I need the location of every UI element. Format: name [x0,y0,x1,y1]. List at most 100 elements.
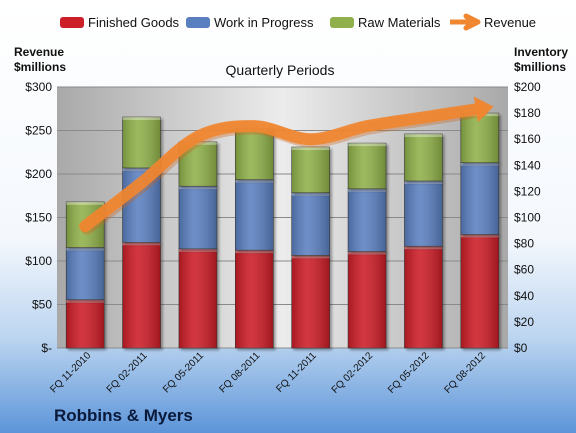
bar-shade [291,255,330,348]
revenue-line-path [79,102,486,233]
bar-shade [122,242,161,348]
right-tick-label: $200 [514,80,541,94]
bar-segment-finished-goods [347,251,387,349]
bar-highlight [122,242,161,246]
bar-highlight [460,234,499,238]
right-tick-label: $100 [514,211,541,225]
bar-segment-work-in-progress [347,188,387,252]
bar-shade [404,133,443,181]
bar-shade [348,143,387,189]
bar-segment-finished-goods [65,299,105,349]
bar-highlight [291,147,330,151]
bar-segment-work-in-progress [460,162,500,235]
bar-segment-work-in-progress [404,180,443,247]
bar-highlight [235,250,274,254]
bar-highlight [460,162,499,166]
right-tick-label: $60 [514,263,534,277]
bar-segment-finished-goods [122,241,161,349]
bar-segment-raw-materials [235,128,274,180]
right-tick-label: $180 [514,106,541,120]
bar-segment-raw-materials [291,146,330,194]
bar-shade [291,192,330,256]
bar-shade [460,162,499,235]
bar-shade [122,117,161,168]
legend-swatch-work-in-progress [186,17,210,28]
bar-segment-finished-goods [460,234,500,349]
revenue-line [79,96,494,235]
right-tick-label: $160 [514,132,541,146]
bar-highlight [66,201,105,205]
legend-swatch-raw-materials [330,17,354,28]
bar-highlight [404,180,443,184]
bar-segment-raw-materials [404,133,443,182]
bar-shade [178,186,217,249]
revenue-arrowhead [473,96,494,123]
bar-shade [235,179,274,251]
left-tick-label: $50 [32,298,52,312]
bar-segment-finished-goods [404,245,443,349]
left-tick-label: $150 [25,211,52,225]
bar-highlight [122,167,161,171]
bar-highlight [348,188,387,192]
bar-shade [66,247,105,300]
left-tick-label: $100 [25,254,52,268]
left-axis-ticks: $- $50 $100 $150 $200 $250 $300 [25,80,52,355]
bar-segment-finished-goods [235,249,274,349]
bar-shade [348,251,387,348]
bar-segment-finished-goods [178,248,218,349]
bar-segment-work-in-progress [291,192,330,256]
bar-segment-work-in-progress [178,185,218,250]
left-tick-label: $250 [25,124,52,138]
bar-shade [291,147,330,193]
left-tick-label: $- [41,341,52,355]
bar-highlight [235,179,274,183]
legend-label-finished-goods: Finished Goods [88,15,180,30]
bar-highlight [66,247,105,251]
bar-shade [178,248,217,348]
bar-segment-work-in-progress [235,179,274,251]
bar-segment-raw-materials [460,112,500,163]
bar-highlight [404,246,443,250]
legend-swatch-finished-goods [60,17,84,28]
bar-highlight [348,251,387,255]
bar-shade [235,250,274,348]
bar-shade [66,299,105,348]
bar-segment-raw-materials [347,142,387,190]
bar-shade [348,188,387,252]
chart-subtitle: Quarterly Periods [226,62,335,78]
right-tick-label: $80 [514,237,534,251]
bar-highlight [291,255,330,259]
legend-label-raw-materials: Raw Materials [358,15,441,30]
bar-highlight [66,299,105,303]
left-tick-label: $200 [25,167,52,181]
left-axis-title-line1: Revenue [14,45,64,59]
right-tick-label: $40 [514,289,534,303]
legend-label-work-in-progress: Work in Progress [214,15,314,30]
bar-segment-work-in-progress [65,247,105,301]
bar-highlight [178,248,217,252]
right-tick-label: $140 [514,158,541,172]
bar-shade [460,113,499,163]
right-axis-ticks: $0 $20 $40 $60 $80 $100 $120 $140 $160 $180 $200 [514,80,541,355]
bar-shade [404,246,443,348]
legend-label-revenue: Revenue [484,15,536,30]
bar-highlight [348,143,387,147]
bar-highlight [122,117,161,121]
legend: Finished Goods Work in Progress Raw Mate… [60,13,536,31]
bar-segment-raw-materials [122,116,161,169]
left-tick-label: $300 [25,80,52,94]
bar-highlight [291,192,330,196]
left-axis-title-line2: $millions [14,60,66,74]
right-axis-title-line1: Inventory [514,45,568,59]
bar-highlight [404,133,443,137]
bar-highlight [178,186,217,190]
bar-shade [404,180,443,247]
bar-stacks [65,112,500,349]
right-tick-label: $0 [514,341,528,355]
bar-shade [235,128,274,180]
company-name: Robbins & Myers [54,406,193,425]
bar-shade [460,234,499,348]
right-tick-label: $120 [514,184,541,198]
